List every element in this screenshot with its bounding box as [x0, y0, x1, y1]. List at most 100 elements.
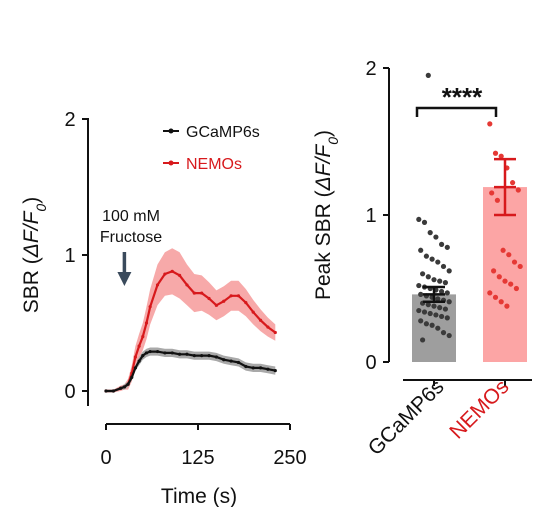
legend-item-gcamp6s: GCaMP6s	[163, 124, 260, 141]
point-nemos	[506, 252, 512, 258]
point-gcamp6s	[418, 247, 424, 253]
nemos-point	[236, 294, 241, 298]
point-gcamp6s	[435, 259, 441, 265]
y-tick-label: 0	[64, 381, 75, 403]
nemos-point	[185, 283, 189, 287]
legend: GCaMP6s NEMOs	[163, 124, 260, 173]
stimulus-label-line1: 100 mM	[102, 208, 160, 225]
point-nemos	[500, 247, 506, 253]
gcamp6s-point	[148, 349, 152, 354]
point-gcamp6s	[429, 322, 435, 328]
nemos-point	[200, 291, 204, 295]
point-nemos	[496, 274, 502, 280]
down-arrow-icon	[117, 252, 132, 286]
point-gcamp6s	[446, 299, 452, 305]
gcamp-line-layer	[104, 349, 277, 393]
nemos-error-band-layer	[106, 248, 276, 393]
gcamp6s-error-band	[106, 347, 276, 393]
bar-y-tick-label: 2	[365, 58, 376, 80]
gcamp6s-point	[266, 367, 270, 371]
gcamp6s-point	[229, 359, 233, 363]
point-nemos	[489, 190, 495, 196]
bar-y-ticks: 0 1 2	[365, 58, 389, 374]
nemos-point	[266, 325, 270, 329]
x-axis-label: Time (s)	[161, 485, 237, 507]
point-gcamp6s	[444, 244, 450, 250]
point-nemos	[492, 294, 499, 300]
nemos-point	[214, 303, 218, 307]
gcamp6s-point	[137, 359, 141, 363]
nemos-point	[192, 291, 196, 295]
point-gcamp6s	[427, 230, 433, 236]
point-gcamp6s	[446, 268, 452, 274]
nemos-point	[207, 296, 211, 301]
point-gcamp6s	[416, 216, 422, 223]
gcamp6s-point	[122, 385, 126, 389]
legend-label-gcamp6s: GCaMP6s	[186, 124, 260, 141]
point-gcamp6s	[442, 280, 448, 286]
category-label-nemos: NEMOs	[445, 375, 513, 443]
point-gcamp6s	[440, 263, 447, 270]
gcamp6s-point	[251, 366, 255, 370]
point-gcamp6s	[437, 305, 443, 311]
gcamp6s-point	[170, 351, 174, 355]
gcamp6s-point	[273, 369, 277, 373]
point-gcamp6s	[433, 312, 439, 318]
point-gcamp6s	[440, 330, 447, 336]
point-nemos	[502, 278, 508, 284]
nemos-point	[251, 310, 255, 314]
gcamp6s-point	[258, 366, 263, 370]
gcamp6s-point	[126, 382, 130, 386]
point-nemos	[498, 153, 504, 159]
point-gcamp6s	[425, 302, 431, 308]
nemos-point	[148, 305, 152, 309]
x-tick-label: 125	[181, 447, 214, 469]
gcamp-error-band-layer	[106, 347, 276, 393]
point-gcamp6s	[439, 288, 445, 295]
point-nemos	[491, 268, 497, 274]
gcamp6s-point	[133, 366, 138, 370]
bar-y-tick-label: 0	[365, 352, 376, 374]
point-gcamp6s	[444, 315, 450, 321]
point-gcamp6s	[439, 313, 445, 320]
y-ticks: 0 1 2	[64, 109, 88, 403]
point-nemos	[517, 263, 523, 270]
point-gcamp6s	[444, 290, 450, 296]
point-nemos	[498, 299, 504, 305]
gcamp6s-point	[163, 351, 167, 355]
gcamp6s-point	[178, 352, 182, 356]
point-gcamp6s	[435, 325, 441, 331]
time-course-chart: 0 1 2 0 125 250 Time (s) SBR (ΔF/F0) GCaMP6s…	[20, 109, 307, 507]
point-gcamp6s	[423, 321, 429, 327]
nemos-point	[170, 269, 174, 273]
nemos-point	[155, 283, 160, 287]
point-gcamp6s	[421, 309, 428, 315]
nemos-point	[144, 321, 149, 325]
y-tick-label: 1	[64, 245, 75, 267]
gcamp6s-point	[141, 354, 145, 358]
point-nemos	[515, 187, 521, 193]
gcamp6s-point	[236, 360, 241, 365]
category-label-gcamp6s: GCaMP6s	[364, 375, 449, 460]
x-tick-label: 0	[100, 447, 111, 469]
point-nemos	[504, 303, 510, 309]
point-gcamp6s	[431, 277, 437, 283]
point-nemos	[511, 259, 518, 265]
gcamp6s-point	[119, 386, 123, 390]
nemos-point	[244, 301, 248, 305]
point-gcamp6s	[416, 282, 422, 289]
peak-bar-chart: 0 1 2 Peak SBR (ΔF/F0) **** GCaMP6s NEMOs	[312, 58, 532, 460]
arrow-head	[117, 272, 132, 286]
y-axis-label: SBR (ΔF/F0)	[20, 197, 49, 313]
point-gcamp6s	[439, 241, 445, 247]
point-gcamp6s	[431, 303, 437, 309]
legend-label-nemos: NEMOs	[186, 156, 242, 173]
bar-y-axis-label: Peak SBR (ΔF/F0)	[312, 130, 341, 300]
point-gcamp6s	[420, 271, 426, 277]
gcamp6s-point	[244, 364, 248, 369]
nemos-point	[258, 318, 263, 322]
significance-bracket: ****	[415, 82, 498, 117]
legend-item-nemos: NEMOs	[163, 156, 242, 173]
point-gcamp6s	[429, 256, 435, 262]
